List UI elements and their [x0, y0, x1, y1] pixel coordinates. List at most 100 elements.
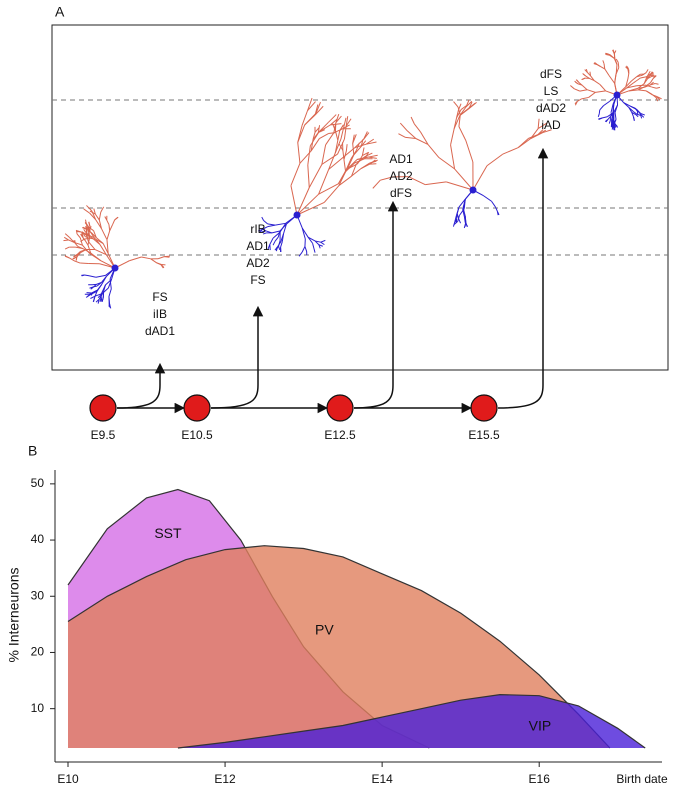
dendrite: [95, 219, 102, 229]
dendrite: [628, 107, 634, 112]
dendrite: [106, 219, 110, 225]
dendrite: [156, 262, 162, 266]
dendrite: [272, 241, 276, 246]
dendrite: [581, 96, 589, 100]
dendrite: [314, 240, 321, 243]
dendrite: [647, 70, 651, 75]
dendrite: [380, 176, 394, 181]
soma: [293, 211, 301, 219]
dendrite: [75, 256, 78, 261]
dendrite: [463, 199, 466, 209]
dendrite: [101, 276, 107, 283]
dendrite: [419, 131, 429, 145]
dendrite: [614, 50, 617, 54]
dendrite: [600, 66, 605, 70]
dendrite: [372, 179, 381, 189]
dendrite: [76, 252, 81, 258]
dendrite: [640, 113, 646, 116]
dendrite: [625, 66, 629, 70]
dendrite: [307, 164, 310, 188]
dendrite: [585, 68, 588, 73]
dendrite: [101, 228, 108, 240]
dendrite: [69, 257, 75, 262]
dendrite: [614, 112, 617, 120]
y-tick-label: 30: [31, 588, 45, 602]
area-fill: [177, 694, 646, 748]
dendrite: [537, 118, 540, 129]
dendrite: [318, 169, 330, 195]
dendrite: [280, 233, 285, 243]
dendrite: [537, 129, 547, 136]
neurons: [63, 49, 662, 309]
dendrite: [310, 139, 314, 151]
dendrite: [398, 133, 406, 138]
dendrite: [617, 62, 620, 68]
dendrite: [636, 84, 646, 87]
dendrite: [88, 234, 95, 239]
dendrite: [320, 241, 325, 246]
dendrite: [464, 215, 467, 222]
x-tick-label: E14: [371, 772, 393, 786]
dendrite: [599, 105, 604, 111]
dendrite: [108, 288, 112, 297]
dendrite: [582, 77, 586, 80]
dendrite: [73, 260, 81, 264]
dendrite: [604, 119, 609, 122]
dendrite: [626, 85, 637, 89]
dendrite: [368, 154, 378, 158]
stage-age: E10.5: [181, 428, 213, 442]
dendrite: [310, 138, 320, 152]
dendrite: [454, 215, 457, 222]
dendrite: [318, 244, 323, 247]
dendrite: [86, 205, 93, 212]
dendrite: [338, 168, 348, 184]
cell-type: dAD2: [536, 101, 566, 115]
dendrite: [486, 153, 503, 167]
dendrite: [307, 236, 313, 244]
dendrite: [651, 86, 657, 89]
dendrite: [631, 112, 637, 116]
dendrite: [651, 73, 654, 77]
dendrite: [314, 104, 319, 116]
migration-arrow: [353, 200, 399, 409]
cell-type: AD2: [246, 256, 270, 270]
dendrite: [357, 155, 363, 165]
dendrite: [468, 102, 477, 110]
dendrite: [328, 155, 345, 170]
panel-label: B: [28, 443, 37, 459]
dendrite: [351, 168, 362, 177]
dendrite: [307, 101, 316, 111]
dendrite: [586, 89, 596, 93]
dendrite: [307, 97, 313, 111]
dendrite: [89, 230, 95, 238]
dendrite: [274, 246, 278, 251]
dendrite: [530, 132, 544, 140]
dendrite: [627, 73, 630, 80]
dendrite: [63, 236, 69, 241]
dendrite: [360, 163, 371, 169]
dendrite: [304, 246, 308, 252]
dendrite: [456, 109, 462, 118]
stage-node: [183, 394, 211, 422]
dendrite: [93, 284, 97, 288]
dendrite: [91, 286, 95, 290]
dendrite: [609, 54, 615, 59]
dendrite: [321, 153, 338, 165]
dendrite: [625, 80, 632, 88]
dendrite: [602, 116, 608, 119]
soma: [111, 264, 119, 272]
dendrite: [408, 176, 426, 186]
dendrite: [537, 122, 548, 129]
cell-type: dFS: [390, 186, 412, 200]
dendrite: [92, 297, 96, 303]
dendrite: [353, 146, 362, 156]
dendrite: [450, 144, 456, 169]
stage-age: E15.5: [468, 428, 500, 442]
dendrite: [342, 150, 345, 160]
dendrite: [297, 142, 301, 164]
dendrite: [578, 81, 583, 86]
dendrite: [450, 128, 455, 145]
dendrite: [472, 165, 488, 191]
dendrite: [307, 236, 316, 242]
dendrite: [596, 63, 601, 67]
